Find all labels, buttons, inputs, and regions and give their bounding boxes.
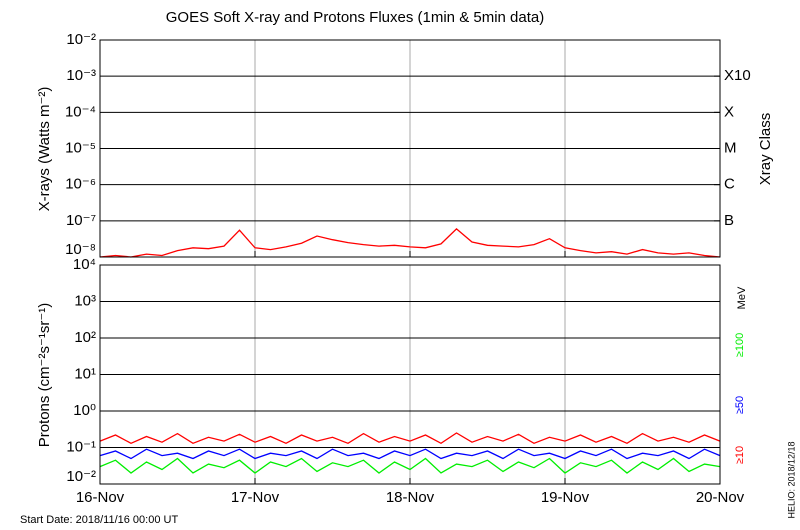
series-line [99,448,721,460]
y-tick-label: 10⁻⁴ [65,103,96,120]
y-tick-label: 10⁻¹ [66,438,96,455]
y2-tick-label: X10 [724,67,751,84]
y2-tick-label: C [724,176,735,193]
y-tick-label: 10⁴ [73,256,96,273]
x-tick-label: 19-Nov [541,489,590,506]
y2-axis-title: Xray Class [757,113,774,186]
x-tick-label: 18-Nov [386,489,435,506]
series-line [99,457,721,474]
y-tick-label: 10⁰ [73,402,96,419]
series-line [99,228,721,258]
y-tick-label: 10³ [74,292,96,309]
y2-tick-label: M [724,139,737,156]
y2-tick-label: X [724,103,734,120]
unit-label: MeV [736,286,748,309]
y-tick-label: 10⁻³ [66,67,96,84]
energy-label: ≥50 [734,396,746,414]
y-tick-label: 10¹ [74,365,96,382]
y-tick-label: 10² [74,329,96,346]
series-line [99,432,721,445]
y-tick-label: 10⁻⁸ [65,241,96,258]
chart-title: GOES Soft X-ray and Protons Fluxes (1min… [166,9,545,26]
energy-label: ≥10 [734,446,746,464]
y-axis-title: X-rays (Watts m⁻²) [36,87,53,212]
y2-tick-label: B [724,212,734,229]
x-tick-label: 17-Nov [231,489,280,506]
y-tick-label: 10⁻² [66,31,96,48]
energy-label: ≥100 [734,333,746,357]
y-tick-label: 10⁻⁵ [65,139,96,156]
plot-frame [99,264,721,485]
plot-frame [99,39,721,258]
y-tick-label: 10⁻⁶ [65,176,96,193]
stamp: HELIO: 2018/12/18 [786,441,796,518]
y-tick-label: 10⁻² [66,468,96,485]
footer: Start Date: 2018/11/16 00:00 UT [20,514,178,526]
x-tick-label: 16-Nov [76,489,125,506]
y-tick-label: 10⁻⁷ [66,212,96,229]
x-tick-label: 20-Nov [696,489,745,506]
y-axis-title: Protons (cm⁻²s⁻¹sr⁻¹) [36,303,53,448]
